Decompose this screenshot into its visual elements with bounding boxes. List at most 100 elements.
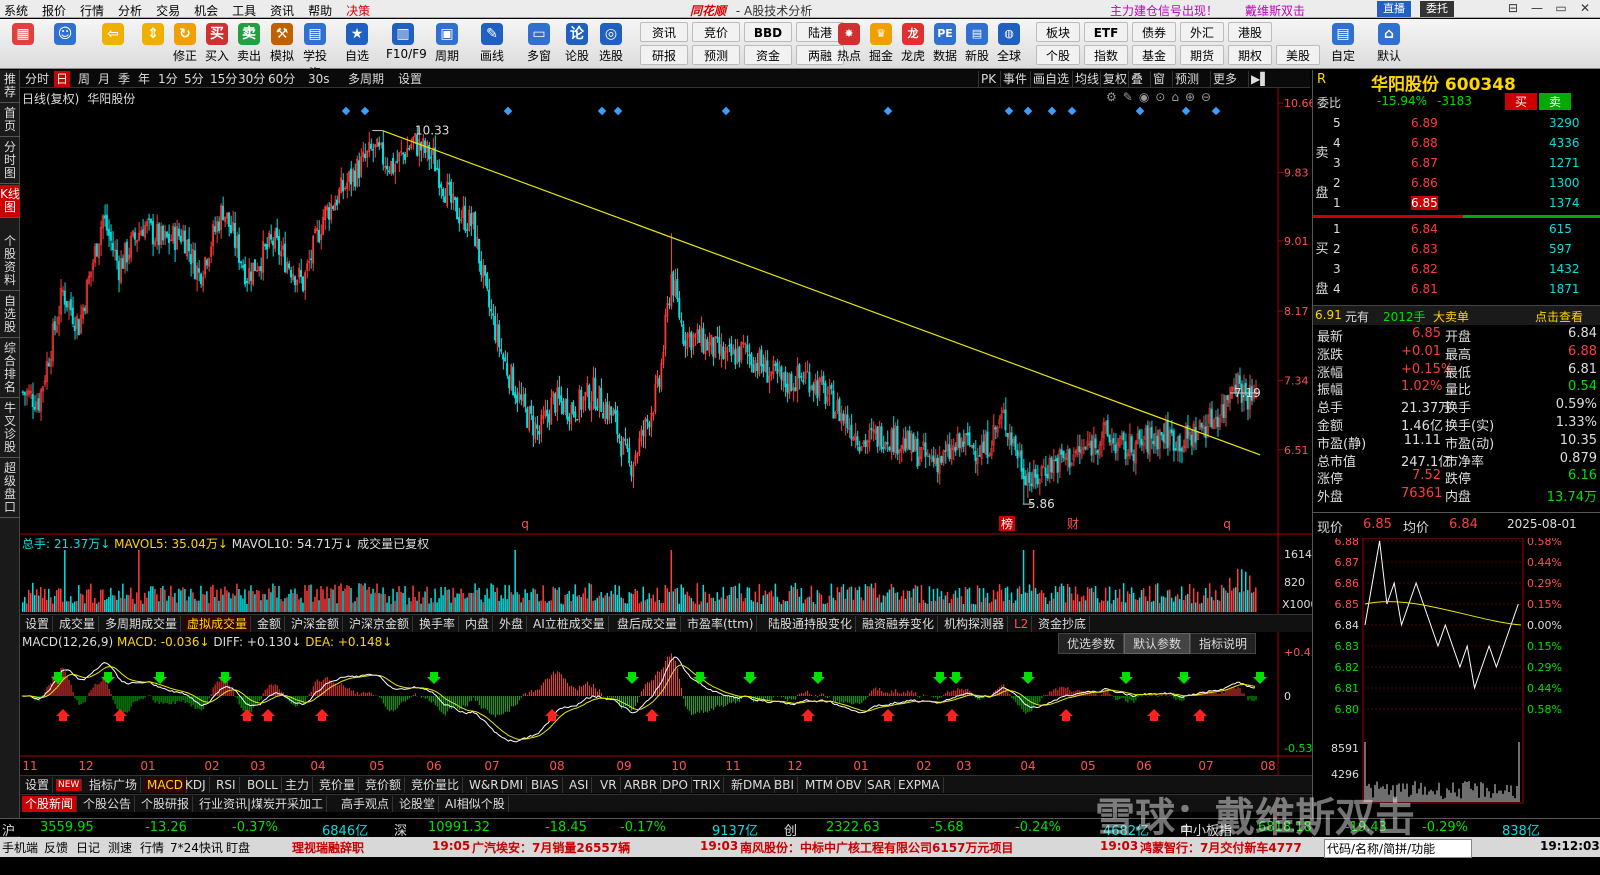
sz-value[interactable]: 10991.32: [428, 820, 491, 835]
news-text[interactable]: 南风股份：中标中广核工程有限公司6157万元项目: [740, 841, 1014, 855]
tab-item[interactable]: AI立桩成交量: [530, 616, 609, 632]
toolbar-button[interactable]: ⇕: [136, 21, 170, 67]
tab-item[interactable]: 个股公告: [80, 796, 136, 812]
toolbar-grid-button[interactable]: 资讯: [640, 22, 688, 42]
chart-option[interactable]: 画自选: [1030, 71, 1071, 87]
toolbar-grid-button[interactable]: 基金: [1132, 45, 1176, 65]
tab-item[interactable]: 沪深金额: [288, 616, 344, 632]
default-button[interactable]: ⌂ 默认: [1372, 21, 1406, 67]
tab-item[interactable]: 金额: [254, 616, 286, 632]
toolbar-grid-button[interactable]: 期权: [1228, 45, 1272, 65]
toolbar-button[interactable]: ▭ 多窗: [522, 21, 556, 67]
promo-link-1[interactable]: 主力建仓信号出现！: [1110, 4, 1219, 18]
menu-item[interactable]: 帮助: [308, 4, 333, 18]
toolbar-grid-button[interactable]: 美股: [1276, 45, 1320, 65]
news-text[interactable]: 鸿蒙智行：7月交付新车4777: [1140, 841, 1302, 855]
restore-icon[interactable]: ⊟: [1507, 1, 1519, 15]
tab-item[interactable]: 主力: [282, 777, 314, 793]
toolbar-grid-button[interactable]: 债券: [1132, 22, 1176, 42]
toolbar-button[interactable]: ◎ 选股: [594, 21, 628, 67]
toolbar-button[interactable]: ↻ 修正: [168, 21, 202, 67]
custom-button[interactable]: ▤ 自定: [1326, 21, 1360, 67]
toolbar-grid-button[interactable]: 外汇: [1180, 22, 1224, 42]
tab-item[interactable]: BOLL: [244, 777, 282, 793]
close-icon[interactable]: ✕: [1579, 1, 1591, 15]
toolbar-grid-button[interactable]: 期货: [1180, 45, 1224, 65]
period-item[interactable]: 1分: [158, 72, 178, 86]
menu-item[interactable]: 系统: [4, 4, 29, 18]
account-button[interactable]: 委托: [1420, 1, 1454, 17]
period-item[interactable]: 设置: [398, 72, 423, 86]
tab-item[interactable]: 多周期成交量: [102, 616, 182, 632]
period-item[interactable]: 多周期: [348, 72, 385, 86]
tab-item[interactable]: 竞价额: [362, 777, 406, 793]
period-item[interactable]: 季: [118, 72, 131, 86]
period-item[interactable]: 月: [98, 72, 111, 86]
tab-item[interactable]: AI相似个股: [442, 796, 509, 812]
tab-item[interactable]: 机构探测器: [941, 616, 1009, 632]
big-order-link[interactable]: 点击查看: [1535, 310, 1584, 324]
tab-item[interactable]: 设置: [22, 616, 54, 632]
toolbar-grid-button[interactable]: 竞价: [692, 22, 740, 42]
best-params-button[interactable]: 优选参数: [1058, 633, 1125, 654]
tab-item[interactable]: SAR: [864, 777, 896, 793]
tab-item[interactable]: OBV: [833, 777, 866, 793]
menu-item[interactable]: 分析: [118, 4, 143, 18]
tab-item[interactable]: 指标广场: [86, 777, 142, 793]
period-item[interactable]: 分时: [25, 72, 50, 86]
tab-item[interactable]: 个股研报: [138, 796, 194, 812]
tab-item[interactable]: RSI: [213, 777, 240, 793]
tab-item[interactable]: DMI: [497, 777, 528, 793]
toolbar-grid-button[interactable]: 港股: [1228, 22, 1272, 42]
toolbar-grid-button[interactable]: 预测: [692, 45, 740, 65]
toolbar-button[interactable]: ⇦: [96, 21, 130, 67]
chart-option[interactable]: 叠: [1128, 71, 1145, 87]
chart-option[interactable]: 预测: [1172, 71, 1201, 87]
status-item[interactable]: 手机端: [2, 841, 39, 855]
toolbar-button[interactable]: ✸ 热点: [832, 21, 866, 67]
chart-option[interactable]: 复权: [1100, 71, 1129, 87]
tab-item[interactable]: EXPMA: [895, 777, 944, 793]
menu-item[interactable]: 决策: [346, 4, 371, 18]
chart-tools[interactable]: ⚙✎◉⊙⌂⊕⊖: [1106, 90, 1218, 104]
toolbar-grid-button[interactable]: 资金: [744, 45, 792, 65]
toolbar-button[interactable]: 论论股: [560, 21, 594, 67]
tab-item[interactable]: ARBR: [621, 777, 662, 793]
tab-item[interactable]: MACD: [144, 777, 187, 793]
big-order-bar[interactable]: 6.91 元有 2012手 大卖单 点击查看: [1313, 305, 1600, 325]
left-tab[interactable]: 综合排名: [0, 339, 20, 398]
period-item[interactable]: 30s: [308, 72, 330, 86]
zx-value[interactable]: 6818.18: [1258, 820, 1312, 835]
toolbar-button[interactable]: ✎ 画线: [475, 21, 509, 67]
toolbar-button[interactable]: ☺: [48, 21, 82, 67]
tab-item[interactable]: W&R: [466, 777, 503, 793]
default-params-button[interactable]: 默认参数: [1124, 633, 1191, 654]
toolbar-grid-button[interactable]: 指数: [1084, 45, 1128, 65]
left-tab[interactable]: K线图: [0, 185, 20, 218]
toolbar-grid-button[interactable]: 研报: [640, 45, 688, 65]
live-button[interactable]: 直播: [1377, 1, 1411, 17]
intraday-chart[interactable]: 6.88 0.58%6.87 0.44%6.86 0.29%6.85 0.15%6.84…: [1313, 538, 1600, 816]
menu-item[interactable]: 行情: [80, 4, 105, 18]
menu-item[interactable]: 交易: [156, 4, 181, 18]
cy-value[interactable]: 2322.63: [826, 820, 880, 835]
tab-item[interactable]: 论股堂: [396, 796, 440, 812]
indicator-help-button[interactable]: 指标说明: [1190, 633, 1257, 654]
period-item[interactable]: 60分: [268, 72, 296, 86]
tab-item[interactable]: 成交量: [56, 616, 100, 632]
status-item[interactable]: 7*24快讯: [170, 841, 223, 855]
period-item[interactable]: 周: [78, 72, 91, 86]
period-item[interactable]: 30分: [238, 72, 266, 86]
left-tab[interactable]: 首页: [0, 104, 20, 137]
tab-item[interactable]: DPO: [659, 777, 692, 793]
expand-icon[interactable]: ▶▌: [1248, 71, 1271, 87]
tab-item[interactable]: BIAS: [528, 777, 563, 793]
tab-item[interactable]: 个股新闻: [22, 796, 78, 812]
minimize-icon[interactable]: —: [1531, 1, 1543, 15]
toolbar-button[interactable]: ▤学投资: [298, 21, 332, 80]
tab-item[interactable]: 新DMA: [728, 777, 775, 793]
tab-item[interactable]: 内盘: [462, 616, 494, 632]
toolbar-grid-button[interactable]: ETF: [1084, 22, 1128, 42]
toolbar-button[interactable]: ♛ 掘金: [864, 21, 898, 67]
status-item[interactable]: 盯盘: [226, 841, 251, 855]
